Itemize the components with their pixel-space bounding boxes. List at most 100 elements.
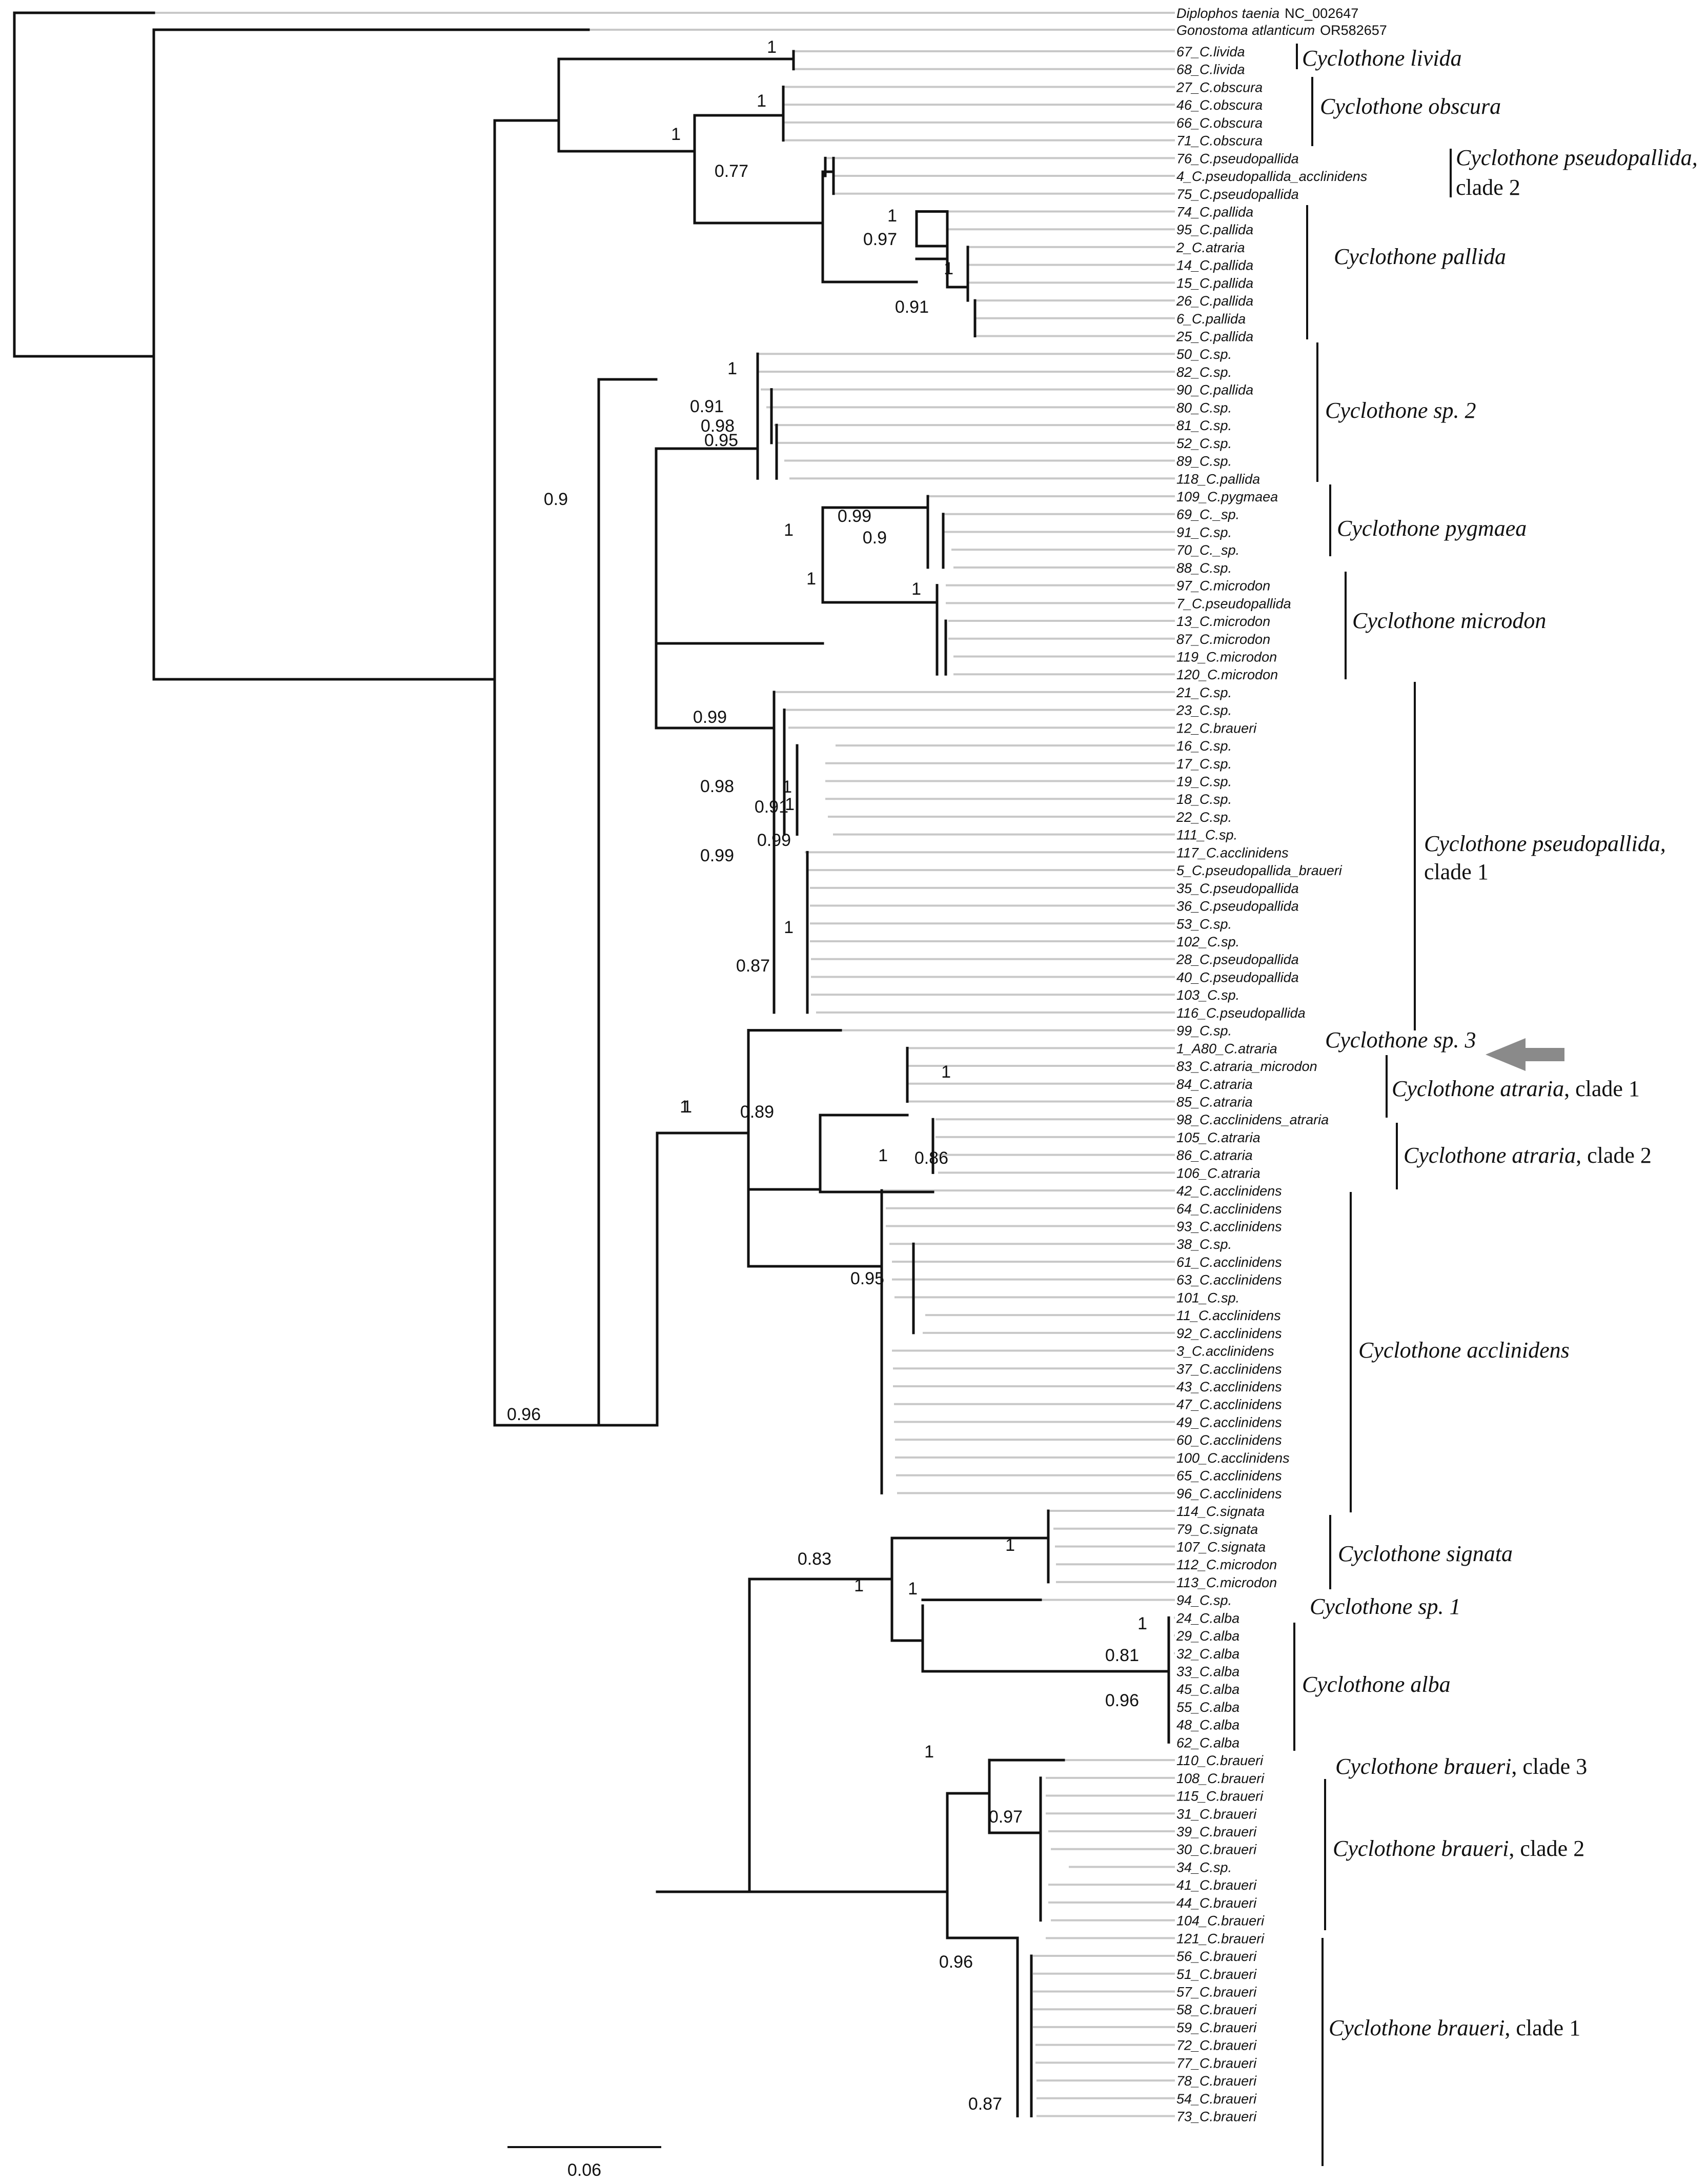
tip-label: 53_C.sp. <box>1176 916 1232 932</box>
clade-label: Cyclothone alba <box>1302 1672 1451 1697</box>
tip-label: 11_C.acclinidens <box>1176 1308 1281 1323</box>
support-value: 1 <box>680 1097 689 1117</box>
tip-label: 109_C.pygmaea <box>1176 489 1278 504</box>
clade-label-line2: clade 2 <box>1456 175 1520 200</box>
tip-label: 103_C.sp. <box>1176 987 1239 1003</box>
tip-label: 14_C.pallida <box>1176 258 1253 273</box>
support-value: 1 <box>806 569 816 589</box>
support-value: 1 <box>878 1146 888 1165</box>
tip-label: 106_C.atraria <box>1176 1165 1260 1181</box>
support-value: 0.99 <box>693 707 727 727</box>
tip-label: 56_C.braueri <box>1176 1949 1257 1964</box>
clade-label: Cyclothone acclinidens <box>1358 1338 1570 1363</box>
tip-labels: 67_C.livida 68_C.livida 27_C.obscura 46_C.o… <box>1176 44 1367 2125</box>
tip-label: 18_C.sp. <box>1176 792 1232 807</box>
tip-label: 40_C.pseudopallida <box>1176 969 1299 985</box>
tip-label: 78_C.braueri <box>1176 2073 1257 2089</box>
clade-label: Cyclothone livida <box>1302 46 1462 71</box>
tip-label: 99_C.sp. <box>1176 1023 1232 1039</box>
support-value: 1 <box>854 1576 864 1595</box>
support-value: 1 <box>784 918 794 937</box>
tip-label: 84_C.atraria <box>1176 1077 1253 1092</box>
tip-label: 83_C.atraria_microdon <box>1176 1059 1317 1074</box>
tip-label: 49_C.acclinidens <box>1176 1414 1282 1430</box>
tip-label: 118_C.pallida <box>1176 471 1260 487</box>
tip-label-diplophos: Diplophos taenia NC_002647 <box>1176 6 1358 21</box>
tip-label: 42_C.acclinidens <box>1176 1183 1282 1199</box>
support-value: 0.87 <box>736 956 770 976</box>
tip-label: 26_C.pallida <box>1176 293 1253 309</box>
tip-label: 105_C.atraria <box>1176 1130 1260 1145</box>
clade-label: Cyclothone braueri, clade 2 <box>1333 1836 1584 1861</box>
tip-label: 57_C.braueri <box>1176 1984 1257 1999</box>
tip-label: 90_C.pallida <box>1176 382 1253 398</box>
support-value: 0.77 <box>715 161 748 181</box>
tip-label: 113_C.microdon <box>1176 1575 1277 1590</box>
highlight-arrow-icon <box>1486 1038 1564 1071</box>
tip-label: 93_C.acclinidens <box>1176 1219 1282 1235</box>
tip-label: 37_C.acclinidens <box>1176 1361 1282 1377</box>
tip-label: 98_C.acclinidens_atraria <box>1176 1112 1329 1127</box>
tip-label: 87_C.microdon <box>1176 632 1270 647</box>
tip-label: 32_C.alba <box>1176 1646 1239 1662</box>
clade-label: Cyclothone braueri, clade 3 <box>1335 1754 1587 1779</box>
support-value: 1 <box>911 579 921 599</box>
tip-label: 23_C.sp. <box>1176 703 1232 718</box>
tip-label: 17_C.sp. <box>1176 756 1232 772</box>
support-value: 0.98 <box>700 777 734 796</box>
tip-label: 41_C.braueri <box>1176 1877 1257 1893</box>
support-value: 0.91 <box>690 397 724 416</box>
tip-label: 52_C.sp. <box>1176 436 1232 451</box>
support-value: 0.97 <box>863 230 897 249</box>
tip-label: 117_C.acclinidens <box>1176 845 1289 860</box>
support-values: 1110.7710.9710.9110.910.980.950.910.990.… <box>507 37 1147 2114</box>
support-value: 1 <box>757 91 766 111</box>
tip-label: 107_C.signata <box>1176 1539 1266 1554</box>
tip-label: 82_C.sp. <box>1176 365 1232 380</box>
clade-label: Cyclothone pseudopallida, <box>1424 831 1666 856</box>
tip-label: 54_C.braueri <box>1176 2091 1257 2107</box>
tip-label: 43_C.acclinidens <box>1176 1379 1282 1394</box>
clade-label: Cyclothone microdon <box>1352 608 1546 633</box>
tip-label: 76_C.pseudopallida <box>1176 151 1299 166</box>
support-value: 0.99 <box>757 831 791 850</box>
support-value: 0.96 <box>1105 1691 1139 1710</box>
tip-label: 30_C.braueri <box>1176 1842 1257 1857</box>
scale-bar-label: 0.06 <box>567 2160 601 2180</box>
tip-label: 13_C.microdon <box>1176 614 1270 629</box>
support-value: 0.99 <box>838 507 871 526</box>
tip-label: 15_C.pallida <box>1176 275 1253 291</box>
tip-label: 47_C.acclinidens <box>1176 1397 1282 1412</box>
tip-label: 19_C.sp. <box>1176 774 1232 790</box>
tip-label: 67_C.livida <box>1176 44 1245 59</box>
support-value: 1 <box>671 125 681 144</box>
support-value: 0.98 <box>701 416 735 436</box>
support-value: 0.87 <box>968 2094 1002 2114</box>
tip-label: 64_C.acclinidens <box>1176 1201 1282 1217</box>
tip-label: 1_A80_C.atraria <box>1176 1041 1277 1056</box>
tip-label: 73_C.braueri <box>1176 2109 1257 2125</box>
tip-label: 79_C.signata <box>1176 1522 1258 1537</box>
clade-label: Cyclothone pygmaea <box>1337 516 1527 541</box>
tip-label: 2_C.atraria <box>1176 240 1245 255</box>
support-value: 1 <box>944 259 953 278</box>
support-value: 0.89 <box>740 1102 774 1122</box>
tip-label: 69_C._sp. <box>1176 507 1239 522</box>
tip-label-gonostoma: Gonostoma atlanticum OR582657 <box>1176 23 1387 38</box>
support-value: 0.9 <box>544 490 568 509</box>
tip-label: 110_C.braueri <box>1176 1753 1264 1768</box>
clade-label: Cyclothone atraria, clade 2 <box>1404 1143 1652 1168</box>
clade-label: Cyclothone sp. 3 <box>1325 1027 1476 1053</box>
tip-label: 35_C.pseudopallida <box>1176 881 1299 896</box>
support-value: 0.95 <box>850 1269 884 1288</box>
support-value: 1 <box>782 777 792 797</box>
tip-label: 92_C.acclinidens <box>1176 1326 1282 1341</box>
tip-label: 48_C.alba <box>1176 1717 1239 1733</box>
tip-label: 91_C.sp. <box>1176 524 1232 540</box>
tip-label: 75_C.pseudopallida <box>1176 187 1299 202</box>
tip-label: 50_C.sp. <box>1176 347 1232 362</box>
support-value: 1 <box>1005 1535 1015 1555</box>
tip-label: 27_C.obscura <box>1176 79 1263 95</box>
clade-label: Cyclothone sp. 2 <box>1325 398 1476 423</box>
